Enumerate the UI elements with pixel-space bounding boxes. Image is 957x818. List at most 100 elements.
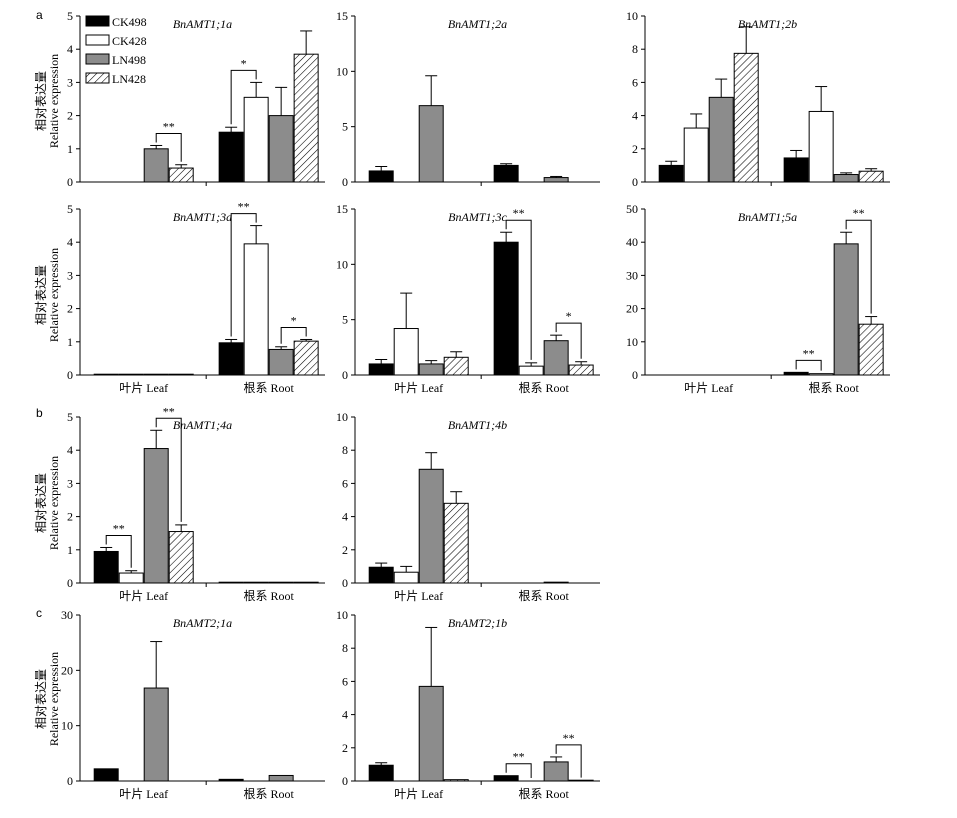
x-tick-label: 根系 Root [518, 787, 569, 801]
chart-title: BnAMT1;4b [448, 418, 507, 432]
y-tick-label: 2 [67, 510, 73, 524]
chart-panel: 0 2 4 6 8 10 叶片 Leaf 根系 Root BnAMT2;1b ** ** [336, 608, 600, 801]
bar-ck498 [218, 778, 244, 782]
bar-ln428 [443, 356, 469, 376]
y-tick-label: 0 [632, 175, 638, 189]
bar-ln428 [168, 167, 194, 183]
x-tick-label: 根系 Root [518, 589, 569, 603]
significance-bracket [505, 763, 532, 778]
chart-title: BnAMT1;2a [448, 17, 507, 31]
y-tick-label: 0 [67, 175, 73, 189]
bar-ck428 [243, 96, 269, 183]
bar-ln428 [733, 52, 759, 183]
bar-ck498 [218, 342, 244, 376]
chart-title: BnAMT1;5a [738, 210, 797, 224]
legend-swatch [85, 34, 110, 46]
y-tick-label: 5 [67, 202, 73, 216]
bar-ln498 [833, 174, 859, 183]
bar-ln498 [143, 373, 169, 376]
y-tick-label: 0 [342, 576, 348, 590]
bar-ln498 [418, 468, 444, 584]
y-tick-label: 20 [61, 663, 73, 677]
bar-ck498 [218, 131, 244, 183]
significance-bracket [280, 326, 307, 344]
y-tick-label: 15 [336, 202, 348, 216]
significance-label: * [566, 309, 572, 323]
bar-ck428 [243, 581, 269, 584]
bar-ln428 [568, 364, 594, 376]
legend: CK498 CK428 LN498 LN428 [85, 15, 147, 86]
y-tick-label: 0 [342, 774, 348, 788]
bar-ln428 [443, 779, 469, 782]
y-tick-label: 2 [67, 109, 73, 123]
significance-bracket [155, 417, 182, 522]
chart-panel: 0 10 20 30 40 50 叶片 Leaf 根系 Root BnAMT1;5a ** ** [626, 202, 890, 395]
y-tick-label: 6 [342, 476, 348, 490]
legend-swatch [85, 72, 110, 84]
y-tick-label: 4 [632, 109, 638, 123]
y-tick-label: 3 [67, 268, 73, 282]
bar-ck428 [118, 572, 144, 584]
significance-label: ** [513, 206, 525, 220]
x-tick-label: 叶片 Leaf [119, 787, 168, 801]
bar-ck498 [368, 764, 394, 782]
x-tick-label: 根系 Root [243, 787, 294, 801]
y-tick-label: 0 [342, 175, 348, 189]
bar-ln428 [858, 323, 884, 376]
legend-label: LN428 [112, 72, 146, 86]
y-tick-label: 10 [336, 608, 348, 622]
bar-ck428 [683, 127, 709, 183]
y-tick-label: 10 [626, 335, 638, 349]
y-axis-label-row2: 相对表达量 Relative expression [34, 230, 61, 360]
bar-ln498 [268, 348, 294, 376]
bar-ln498 [833, 243, 859, 376]
chart-panel: 0 10 20 30 叶片 Leaf 根系 Root BnAMT2;1a [61, 608, 325, 801]
y-tick-label: 3 [67, 476, 73, 490]
bar-ck428 [518, 365, 544, 376]
bar-ln498 [418, 105, 444, 183]
bar-ln498 [268, 774, 294, 782]
bar-ln498 [143, 687, 169, 782]
y-tick-label: 50 [626, 202, 638, 216]
y-tick-label: 4 [342, 708, 348, 722]
y-tick-label: 5 [67, 410, 73, 424]
y-tick-label: 4 [342, 510, 348, 524]
bar-ln428 [168, 531, 194, 584]
panel-letter-c: c [36, 606, 42, 620]
y-axis-label-row4: 相对表达量 Relative expression [34, 634, 61, 764]
bar-ck498 [368, 566, 394, 584]
y-tick-label: 4 [67, 443, 73, 457]
y-tick-label: 2 [342, 543, 348, 557]
bar-ln428 [168, 373, 194, 376]
significance-label: ** [563, 731, 575, 745]
bar-ln498 [268, 115, 294, 183]
significance-label: ** [163, 404, 175, 418]
significance-bracket [230, 69, 257, 125]
y-tick-label: 10 [336, 410, 348, 424]
y-tick-label: 8 [342, 443, 348, 457]
y-tick-label: 6 [632, 75, 638, 89]
y-tick-label: 1 [67, 142, 73, 156]
bar-ln428 [293, 340, 319, 376]
y-tick-label: 2 [632, 142, 638, 156]
chart-title: BnAMT1;3a [173, 210, 232, 224]
y-tick-label: 20 [626, 302, 638, 316]
y-tick-label: 2 [67, 302, 73, 316]
bar-ck498 [93, 768, 119, 782]
x-tick-label: 根系 Root [243, 589, 294, 603]
bar-ck498 [368, 363, 394, 376]
x-tick-label: 根系 Root [518, 381, 569, 395]
bar-ck428 [243, 243, 269, 376]
chart-title: BnAMT2;1b [448, 616, 507, 630]
significance-bracket [105, 534, 132, 568]
y-axis-label-row3: 相对表达量 Relative expression [34, 438, 61, 568]
y-tick-label: 10 [61, 719, 73, 733]
y-tick-label: 0 [67, 774, 73, 788]
y-tick-label: 5 [67, 9, 73, 23]
bar-ln498 [143, 448, 169, 584]
significance-bracket [155, 132, 182, 162]
bar-ck498 [493, 775, 519, 782]
